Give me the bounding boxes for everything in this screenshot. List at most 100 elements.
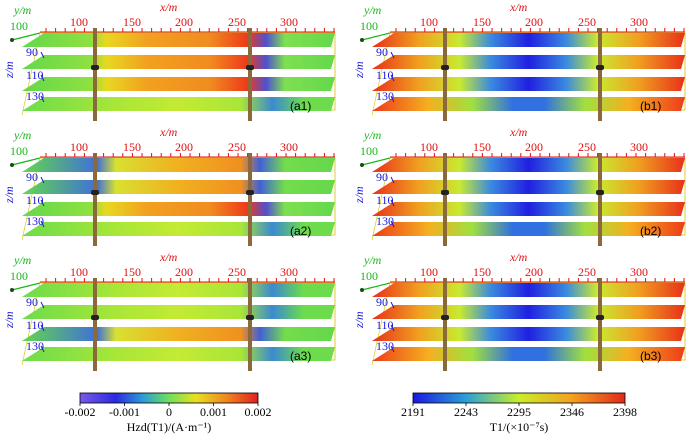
z-axis-tick: [390, 95, 395, 103]
y-axis-line: [11, 32, 41, 41]
z-tick-label: 130: [26, 339, 44, 353]
panel-label: (a2): [290, 224, 311, 238]
slice-plane: [22, 202, 335, 216]
x-tick-label: 250: [228, 265, 246, 279]
pipe-joint: [91, 315, 99, 320]
slice-plane: [372, 347, 685, 361]
y-axis-line: [11, 282, 41, 291]
panel-label: (b1): [640, 99, 661, 113]
colorbar-gradient: [79, 392, 259, 404]
slice-plane: [372, 222, 685, 236]
y-axis-line: [361, 157, 391, 166]
slice-plane: [372, 305, 685, 319]
x-tick-label: 100: [70, 15, 88, 29]
colorbar-tick-label: 2191: [401, 405, 425, 419]
colorbar-tick-label: 0.002: [245, 405, 272, 419]
pipe-post: [443, 153, 447, 246]
x-tick-label: 250: [578, 265, 596, 279]
x-axis-label: x/m: [509, 0, 528, 14]
x-tick-label: 150: [473, 265, 491, 279]
x-tick-label: 200: [175, 15, 193, 29]
x-tick-label: 200: [525, 15, 543, 29]
axis-origin-dot: [360, 163, 364, 167]
pipe-joint: [441, 190, 449, 195]
z-axis-label: z/m: [352, 61, 366, 79]
x-tick-label: 300: [630, 265, 648, 279]
z-axis-tick: [390, 176, 395, 184]
x-tick-label: 100: [420, 15, 438, 29]
z-tick-label: 90: [26, 170, 38, 184]
colorbar-tick-label: 2346: [560, 405, 584, 419]
pipe-post: [248, 28, 252, 121]
pipe-post: [248, 278, 252, 371]
x-tick-label: 300: [280, 15, 298, 29]
z-tick-label: 90: [376, 170, 388, 184]
pipe-joint: [91, 190, 99, 195]
slice-plane: [372, 158, 685, 172]
z-axis-tick: [40, 176, 45, 184]
y-axis-label: y/m: [13, 3, 32, 17]
z-axis-label: z/m: [352, 186, 366, 204]
z-tick-label: 130: [376, 214, 394, 228]
axis-origin-dot: [10, 288, 14, 292]
z-tick-label: 110: [26, 318, 44, 332]
slice-plane: [22, 158, 335, 172]
pipe-post: [443, 28, 447, 121]
slice-plane: [22, 305, 335, 319]
x-axis-label: x/m: [509, 125, 528, 139]
y-tick-label: 100: [10, 144, 28, 158]
z-axis-tick: [390, 51, 395, 59]
pipe-joint: [596, 65, 604, 70]
x-tick-label: 300: [630, 15, 648, 29]
panel-label: (b3): [640, 349, 661, 363]
z-axis-tick: [390, 324, 395, 332]
y-axis-label: y/m: [13, 128, 32, 142]
z-axis-tick: [390, 74, 395, 82]
colorbar-tick-label: 2295: [507, 405, 531, 419]
pipe-post: [443, 278, 447, 371]
z-tick-label: 110: [26, 68, 44, 82]
pipe-joint: [91, 65, 99, 70]
y-tick-label: 100: [10, 19, 28, 33]
slice-plane: [22, 327, 335, 341]
z-tick-label: 110: [376, 318, 394, 332]
slice-plane: [372, 327, 685, 341]
pipe-joint: [596, 190, 604, 195]
z-axis-tick: [40, 301, 45, 309]
pipe-joint: [441, 65, 449, 70]
colorbar-tick-label: 0.001: [200, 405, 227, 419]
x-tick-label: 300: [630, 140, 648, 154]
x-tick-label: 150: [473, 15, 491, 29]
x-tick-label: 300: [280, 140, 298, 154]
x-tick-label: 200: [525, 265, 543, 279]
x-tick-label: 250: [578, 15, 596, 29]
x-axis-label: x/m: [159, 0, 178, 14]
z-axis-tick: [390, 345, 395, 353]
slice-plane: [372, 33, 685, 47]
y-axis-line: [361, 32, 391, 41]
z-axis-tick: [390, 301, 395, 309]
colorbar-gradient: [412, 392, 626, 404]
z-tick-label: 110: [376, 68, 394, 82]
z-tick-label: 110: [26, 193, 44, 207]
x-axis-label: x/m: [159, 125, 178, 139]
colorbar-tick-label: 2398: [613, 405, 637, 419]
x-tick-label: 100: [70, 265, 88, 279]
x-tick-label: 100: [70, 140, 88, 154]
z-tick-label: 130: [376, 339, 394, 353]
colorbar-tick-label: -0.002: [65, 405, 96, 419]
slice-plane: [22, 55, 335, 69]
panel-label: (a1): [290, 99, 311, 113]
colorbar-tick-label: 2243: [454, 405, 478, 419]
slice-plane: [372, 55, 685, 69]
pipe-joint: [246, 190, 254, 195]
z-axis-label: z/m: [2, 61, 16, 79]
y-axis-label: y/m: [363, 128, 382, 142]
slice-plane: [22, 33, 335, 47]
x-tick-label: 250: [578, 140, 596, 154]
pipe-post: [598, 28, 602, 121]
y-tick-label: 100: [360, 144, 378, 158]
colorbar-title: Hzd(T1)/(A·m⁻¹): [127, 420, 212, 434]
pipe-post: [93, 153, 97, 246]
z-tick-label: 90: [26, 45, 38, 59]
